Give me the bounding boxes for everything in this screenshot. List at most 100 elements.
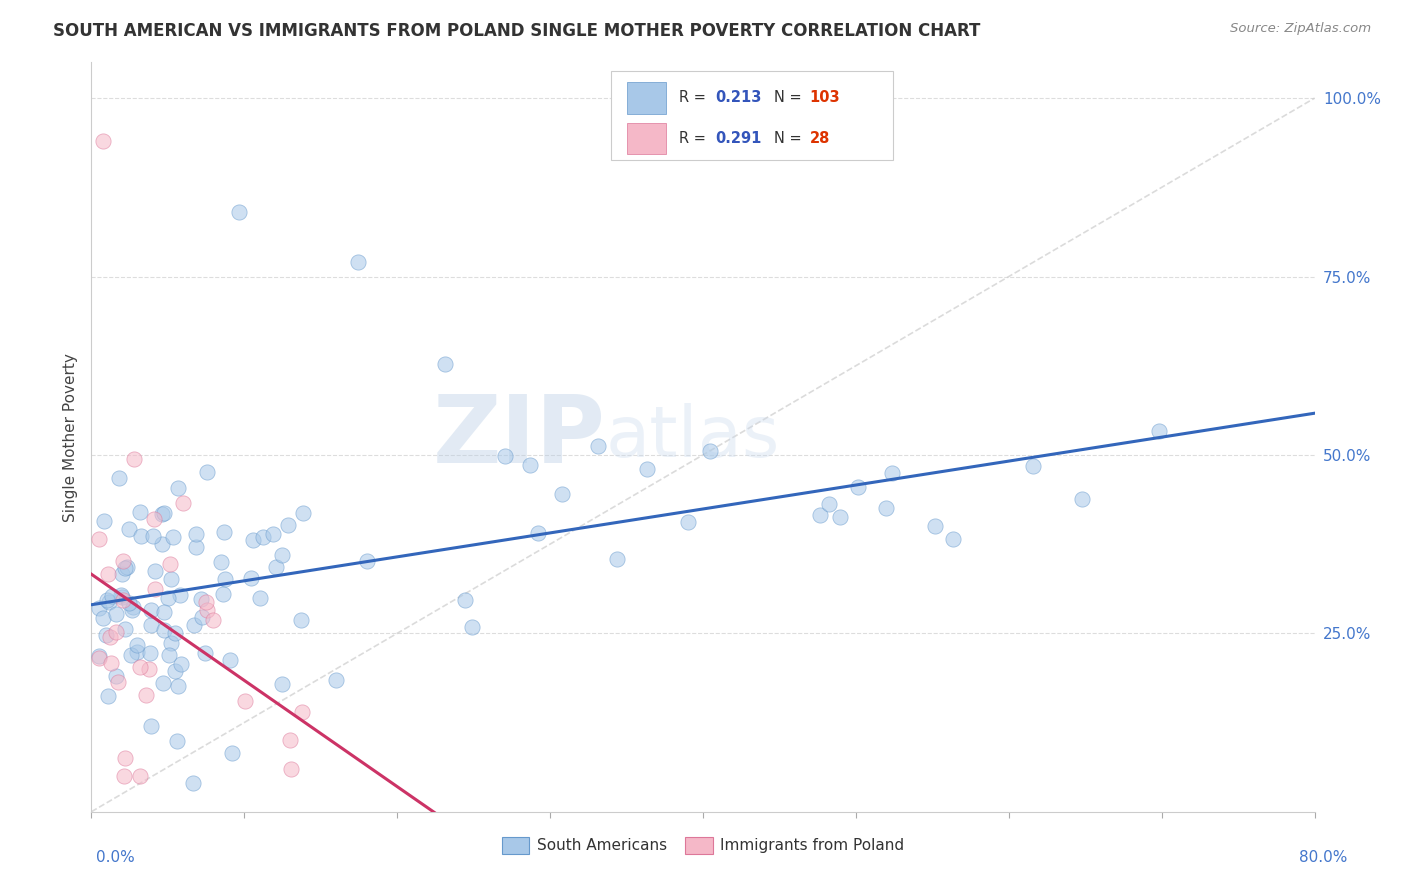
Point [129, 505, 152, 519]
Point [91, 610, 114, 624]
Point [184, 540, 207, 554]
Point [527, 526, 550, 541]
Point [141, 603, 163, 617]
Point [114, 750, 136, 764]
Point [93, 134, 115, 148]
Point [152, 676, 174, 690]
Point [142, 529, 165, 543]
Point [107, 674, 129, 689]
Text: Source: ZipAtlas.com: Source: ZipAtlas.com [1230, 22, 1371, 36]
Point [139, 646, 162, 660]
Point [606, 552, 628, 566]
Point [221, 747, 243, 761]
Point [141, 719, 163, 733]
Point [212, 587, 235, 601]
Point [212, 524, 235, 539]
Point [104, 625, 127, 640]
Point [160, 572, 183, 586]
Point [1147, 424, 1170, 438]
Point [586, 439, 609, 453]
Point [108, 471, 131, 485]
Text: 103: 103 [810, 90, 839, 105]
Point [112, 554, 135, 568]
Point [105, 607, 128, 621]
Point [880, 466, 903, 480]
Point [356, 554, 378, 568]
Point [636, 461, 658, 475]
Point [280, 762, 302, 776]
FancyBboxPatch shape [627, 122, 666, 154]
Point [190, 592, 212, 607]
Point [96, 593, 118, 607]
Point [87, 532, 110, 546]
Point [228, 205, 250, 219]
Point [942, 533, 965, 547]
Point [100, 589, 122, 603]
Point [97, 595, 120, 609]
Point [143, 582, 166, 596]
Point [150, 507, 173, 521]
Point [233, 693, 256, 707]
Text: atlas: atlas [605, 402, 779, 472]
Point [699, 444, 721, 458]
Point [191, 610, 214, 624]
Point [264, 559, 287, 574]
Point [197, 603, 219, 617]
Point [97, 690, 120, 704]
Point [195, 465, 218, 479]
Point [112, 769, 135, 783]
Point [808, 508, 831, 522]
Point [143, 512, 166, 526]
Text: 0.291: 0.291 [716, 131, 762, 145]
Point [152, 506, 174, 520]
Point [166, 733, 188, 747]
Point [172, 496, 194, 510]
Text: N =: N = [773, 90, 806, 105]
Point [100, 657, 122, 671]
Point [125, 638, 148, 652]
Text: ZIP: ZIP [432, 391, 605, 483]
Point [249, 591, 271, 606]
Point [291, 705, 314, 719]
Point [252, 530, 274, 544]
Point [201, 613, 224, 627]
Point [166, 481, 188, 495]
Point [129, 529, 152, 543]
Point [87, 650, 110, 665]
Point [97, 567, 120, 582]
Text: 0.0%: 0.0% [96, 850, 135, 865]
Point [128, 769, 150, 783]
Point [118, 522, 141, 536]
Point [115, 559, 138, 574]
Point [846, 480, 869, 494]
Point [551, 487, 574, 501]
Point [152, 537, 174, 551]
Text: SOUTH AMERICAN VS IMMIGRANTS FROM POLAND SINGLE MOTHER POVERTY CORRELATION CHART: SOUTH AMERICAN VS IMMIGRANTS FROM POLAND… [53, 22, 981, 40]
Point [290, 613, 312, 627]
Point [460, 620, 482, 634]
Y-axis label: Single Mother Poverty: Single Mother Poverty [62, 352, 77, 522]
Point [433, 357, 456, 371]
Point [152, 623, 174, 637]
Point [111, 591, 134, 605]
Point [277, 518, 299, 533]
Point [325, 673, 347, 687]
Text: 0.213: 0.213 [716, 90, 762, 105]
Point [104, 668, 127, 682]
Point [153, 605, 176, 619]
FancyBboxPatch shape [612, 71, 893, 160]
Point [157, 591, 180, 605]
Point [162, 531, 184, 545]
Point [141, 617, 163, 632]
Point [270, 677, 292, 691]
Point [145, 565, 167, 579]
Text: R =: R = [679, 131, 710, 145]
Point [125, 645, 148, 659]
Point [93, 514, 115, 528]
Point [271, 549, 294, 563]
Point [111, 567, 134, 582]
Point [87, 600, 110, 615]
Point [128, 660, 150, 674]
Point [159, 636, 181, 650]
FancyBboxPatch shape [627, 82, 666, 113]
